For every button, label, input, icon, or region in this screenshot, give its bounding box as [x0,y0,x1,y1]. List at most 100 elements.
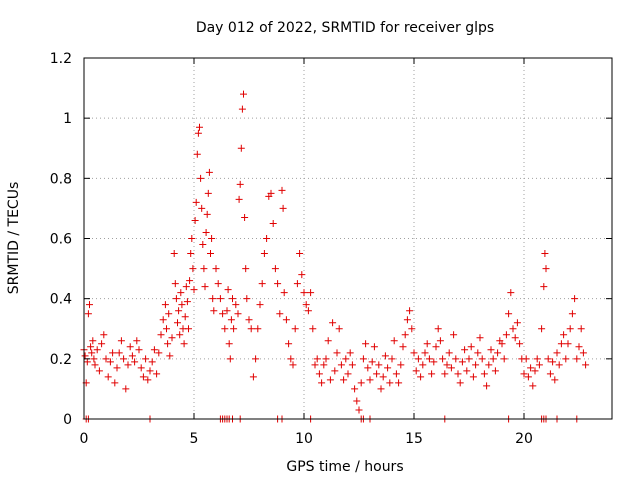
data-point [278,186,286,194]
data-point [441,370,449,378]
data-point [529,382,537,390]
data-point [203,210,211,218]
data-point [113,364,121,372]
data-point [219,310,227,318]
data-point [469,373,477,381]
data-point [196,123,203,131]
data-point [582,361,590,369]
data-point [200,265,208,273]
data-point [298,271,306,279]
data-point [485,361,493,369]
data-point [235,195,243,203]
data-point [531,367,539,375]
data-point [302,301,310,309]
data-point [175,307,183,315]
data-point [542,265,550,273]
data-point [252,355,260,363]
data-point [181,313,189,321]
data-point [344,370,352,378]
data-point [164,340,172,348]
data-point [320,361,328,369]
data-point [421,349,429,357]
data-point [267,189,275,197]
data-point [315,370,323,378]
data-point [463,367,471,375]
data-point [260,250,268,258]
data-point [207,250,214,258]
data-point [335,325,343,333]
data-point [91,361,99,369]
x-tick-label: 0 [80,431,89,447]
data-point [197,174,205,182]
y-tick-label: 0.4 [50,292,72,308]
data-point [204,189,212,197]
data-point [192,198,200,206]
data-point [403,316,411,324]
data-point [199,241,207,249]
data-point [208,235,216,242]
data-point [357,379,365,387]
data-point [359,355,367,363]
data-point [193,150,201,158]
axis-ticks [83,57,612,420]
data-point [88,349,96,357]
data-point [258,280,266,288]
data-point [533,355,541,363]
x-tick-label: 15 [405,431,423,447]
data-point [296,250,304,258]
data-point [161,301,169,309]
data-point [229,295,236,303]
data-point [555,361,563,369]
data-point [223,307,231,315]
data-point [513,319,521,327]
data-point [293,280,301,288]
data-point [168,334,176,342]
data-point [280,289,288,297]
data-point [307,289,315,297]
data-point [128,352,136,360]
x-tick-label: 20 [515,431,533,447]
y-tick-label: 0 [63,412,72,428]
data-point [234,310,242,318]
data-point [216,295,224,303]
data-point [245,316,253,324]
data-point [146,367,154,375]
data-point [370,343,378,351]
data-point [153,370,161,378]
y-tick-label: 1.2 [50,51,72,67]
data-point [243,295,251,303]
data-point [224,286,232,294]
x-tick-label: 10 [295,431,313,447]
data-point [333,349,341,357]
data-point [177,289,185,297]
data-point [226,355,234,363]
data-point [84,310,92,318]
data-point [117,337,125,345]
data-point [551,376,559,384]
data-point [375,361,383,369]
data-point [419,361,427,369]
data-point [500,355,508,363]
data-point [247,325,255,333]
data-point [240,90,247,98]
data-point [414,355,422,363]
data-point [170,250,178,258]
data-point [212,265,220,273]
data-point [381,352,389,360]
data-point [174,319,181,327]
data-point [549,358,557,366]
data-point [353,397,361,405]
data-point [577,325,585,333]
data-point [472,361,480,369]
data-point [133,337,141,345]
data-point [348,361,356,369]
data-point [86,301,93,309]
data-point [276,310,284,318]
data-point [191,216,199,224]
data-point [489,355,497,363]
data-point [434,325,442,333]
data-point [366,376,374,384]
x-axis-label: GPS time / hours [286,459,403,475]
grid-lines [84,58,612,419]
